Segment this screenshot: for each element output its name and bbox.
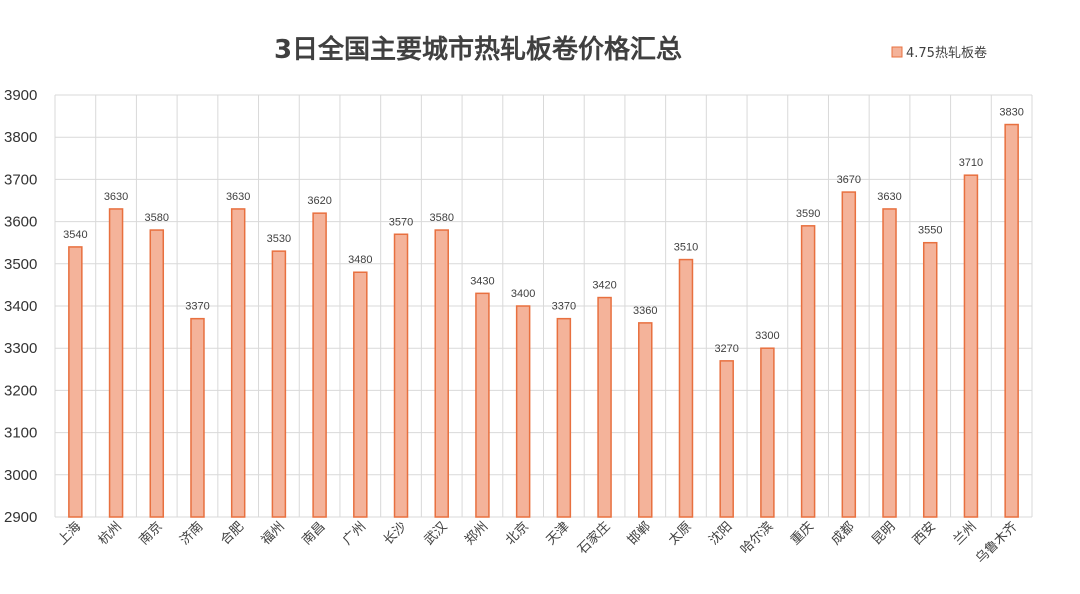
bar: [556, 317, 572, 518]
data-label: 3570: [389, 216, 413, 228]
data-label: 3430: [470, 275, 494, 287]
bar: [393, 233, 409, 518]
y-tick-label: 3500: [4, 256, 37, 273]
x-tick-label: 南京: [136, 519, 166, 549]
x-tick-label: 杭州: [96, 519, 125, 548]
bar: [434, 229, 449, 518]
bar: [882, 208, 897, 518]
y-tick-label: 3000: [4, 467, 37, 484]
x-tick-label: 昆明: [869, 519, 898, 548]
data-label: 3300: [755, 330, 779, 342]
legend: 4.75热轧板卷: [891, 45, 987, 61]
x-tick-label: 重庆: [787, 519, 817, 549]
data-label: 3620: [307, 195, 331, 207]
y-tick-label: 3100: [4, 425, 37, 442]
bar: [271, 250, 287, 518]
bar: [597, 296, 612, 518]
x-tick-label: 南昌: [299, 519, 329, 549]
bar: [312, 212, 327, 518]
x-tick-label: 合肥: [218, 519, 247, 548]
bar: [475, 292, 490, 518]
x-tick-label: 北京: [503, 519, 532, 548]
x-tick-label: 长沙: [381, 519, 410, 548]
x-tick-label: 成都: [829, 519, 858, 548]
data-label: 3580: [429, 212, 453, 224]
bars: [68, 123, 1019, 518]
x-axis: 上海 杭州 南京 济南 合肥 福州 南昌 广州 长沙 武汉 郑州 北京 天津 石家庄 邯郸 太原 沈阳 哈尔滨 重庆…: [55, 519, 1020, 567]
data-label: 3540: [63, 229, 87, 241]
y-tick-label: 3700: [4, 171, 37, 188]
data-label: 3670: [837, 174, 861, 186]
bar: [515, 305, 531, 518]
legend-swatch: [891, 46, 903, 58]
bar: [800, 225, 816, 518]
x-tick-label: 天津: [544, 519, 573, 548]
bar: [719, 360, 734, 518]
x-tick-label: 沈阳: [707, 519, 736, 548]
x-tick-label: 兰州: [951, 519, 980, 548]
x-tick-label: 邯郸: [625, 519, 654, 548]
bar: [108, 208, 124, 518]
data-label: 3530: [267, 233, 291, 245]
bar: [230, 208, 246, 518]
data-label: 3580: [145, 212, 169, 224]
data-label: 3550: [918, 225, 942, 237]
data-label: 3360: [633, 305, 657, 317]
y-axis: 2900 3000 3100 3200 3300 3400 3500 3600 3700 3800…: [4, 87, 37, 526]
x-tick-label: 哈尔滨: [737, 519, 776, 558]
y-tick-label: 3300: [4, 340, 37, 357]
y-tick-label: 3600: [4, 214, 37, 231]
y-tick-label: 3900: [4, 87, 37, 104]
data-label: 3630: [877, 191, 901, 203]
bar: [922, 241, 938, 518]
bar: [678, 258, 694, 518]
bar: [68, 246, 83, 518]
y-tick-label: 3800: [4, 129, 37, 146]
bar: [638, 322, 653, 518]
x-tick-label: 石家庄: [574, 519, 613, 558]
bar: [353, 271, 368, 518]
x-tick-label: 西安: [910, 519, 939, 548]
x-tick-label: 福州: [259, 519, 288, 548]
data-label: 3370: [185, 301, 209, 313]
y-tick-label: 2900: [4, 509, 37, 526]
bar: [1004, 123, 1019, 518]
x-tick-label: 郑州: [462, 519, 491, 548]
grid: [54, 94, 1033, 518]
data-label: 3370: [552, 301, 576, 313]
x-tick-label: 太原: [666, 519, 695, 548]
data-label: 3830: [999, 107, 1023, 119]
chart-title: 3日全国主要城市热轧板卷价格汇总: [274, 34, 682, 65]
data-label: 3630: [226, 191, 250, 203]
x-tick-label: 上海: [55, 519, 84, 548]
x-tick-label: 广州: [340, 519, 369, 548]
bar: [841, 191, 857, 518]
bar: [760, 347, 775, 518]
data-labels: 3540 3630 3580 3370 3630 3530 3620 3480 3570 3580…: [63, 107, 1024, 355]
legend-label: 4.75热轧板卷: [906, 45, 987, 61]
y-tick-label: 3200: [4, 382, 37, 399]
data-label: 3420: [592, 280, 616, 292]
y-tick-label: 3400: [4, 298, 37, 315]
data-label: 3270: [714, 343, 738, 355]
data-label: 3400: [511, 288, 535, 300]
data-label: 3630: [104, 191, 128, 203]
bar: [149, 229, 165, 518]
data-label: 3710: [959, 157, 983, 169]
data-label: 3510: [674, 242, 698, 254]
x-tick-label: 乌鲁木齐: [972, 519, 1020, 567]
data-label: 3480: [348, 254, 372, 266]
x-tick-label: 武汉: [422, 519, 451, 548]
bar: [190, 317, 205, 518]
x-tick-label: 济南: [177, 519, 207, 549]
bar: [963, 174, 979, 518]
data-label: 3590: [796, 208, 820, 220]
